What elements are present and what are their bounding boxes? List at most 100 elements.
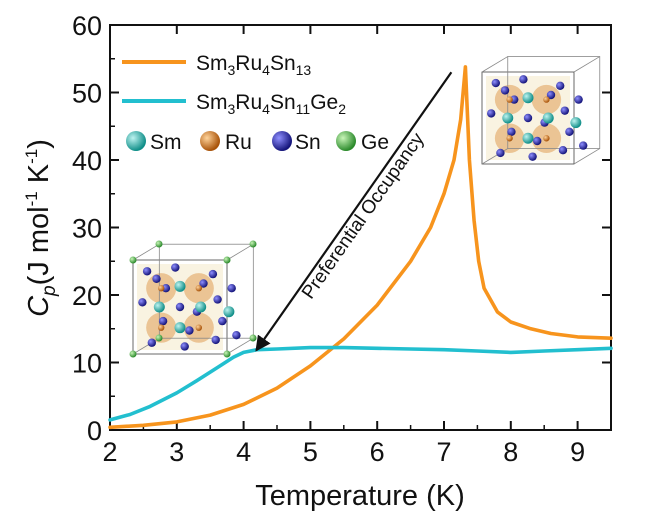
- sn-atom: [147, 338, 156, 347]
- y-tick-label: 30: [72, 214, 102, 244]
- axis-ticks: 2 3 4 5 6 7 8 9 0 10 20 30 40 50 60: [72, 11, 611, 467]
- ge-atom: [249, 240, 257, 248]
- sn-atom: [496, 148, 505, 158]
- legend-element: Sm: [196, 91, 228, 114]
- ru-atom: [195, 285, 202, 292]
- sm-atom: [570, 117, 582, 129]
- cell-edge-back: [158, 243, 254, 339]
- legend-atom-sm-icon: [126, 131, 146, 151]
- sn-atom: [175, 302, 185, 312]
- y-tick-label: 40: [72, 146, 102, 176]
- y-tick-label: 10: [72, 349, 102, 379]
- legend-atom-sm-label: Sm: [150, 131, 182, 154]
- cell-edge-depth: [132, 243, 160, 261]
- legend-atom-ge-label: Ge: [361, 131, 389, 154]
- ru-atom: [506, 96, 513, 103]
- sn-atom: [213, 295, 222, 304]
- legend-element: Ge: [310, 91, 338, 114]
- y-tick-label: 60: [72, 11, 102, 41]
- sn-atom: [533, 136, 542, 146]
- y-axis-unit: ): [23, 139, 55, 149]
- sm-atom: [174, 280, 186, 292]
- ge-atom: [249, 334, 257, 342]
- x-axis-title: Temperature (K): [255, 480, 465, 512]
- sn-atom: [158, 316, 168, 326]
- ru-atom: [195, 324, 202, 331]
- ru-atom: [158, 324, 165, 331]
- sn-atom: [199, 279, 208, 288]
- y-axis-sup: -1: [22, 149, 41, 164]
- sn-atom: [491, 78, 500, 88]
- legend-label-series-2: Sm3Ru4Sn11Ge2: [196, 91, 346, 117]
- crystal-structure-sm3ru4sn13: [481, 56, 601, 165]
- sn-atom: [138, 298, 147, 307]
- sn-atom: [546, 90, 556, 100]
- legend-element: Ru: [235, 91, 262, 114]
- x-tick-label: 9: [570, 437, 585, 467]
- sn-atom: [507, 127, 516, 136]
- y-axis-subscript: p: [39, 285, 60, 297]
- ge-atom: [129, 256, 137, 264]
- preferential-occupancy-arrow: [255, 71, 453, 352]
- x-tick-label: 5: [303, 437, 318, 467]
- ge-atom: [155, 334, 163, 342]
- legend-subscript: 13: [296, 62, 312, 78]
- legend-subscript: 11: [296, 101, 311, 117]
- legend-atom-sn-label: Sn: [295, 131, 321, 154]
- cell-edge-depth: [481, 56, 508, 73]
- sm-atom: [522, 92, 534, 104]
- legend-element: Sn: [270, 52, 296, 75]
- sn-atom: [510, 95, 519, 104]
- series-layer: [108, 65, 613, 430]
- ru-atom: [543, 135, 550, 142]
- legend-subscript: 4: [262, 101, 270, 117]
- sn-atom: [523, 113, 533, 123]
- sn-atom: [171, 263, 180, 272]
- legend-atom-ru-icon: [200, 131, 220, 151]
- legend-subscript: 3: [228, 62, 236, 78]
- y-tick-label: 20: [72, 281, 102, 311]
- sn-atom: [161, 284, 171, 293]
- sm-atom: [542, 112, 554, 124]
- legend-subscript: 4: [262, 62, 270, 78]
- sn-atom: [208, 269, 218, 279]
- cell-edge-depth: [226, 243, 254, 261]
- legend-atom-ge-icon: [336, 131, 356, 151]
- legend: Sm3Ru4Sn13 Sm3Ru4Sn11Ge2 Sm Ru Sn Ge: [122, 52, 389, 154]
- cell-edge-depth: [573, 148, 600, 165]
- sn-atom: [218, 316, 227, 326]
- legend-atom-sn-icon: [272, 131, 292, 151]
- ge-atom: [223, 350, 231, 358]
- series-line-1: [108, 65, 613, 430]
- legend-element: Sm: [196, 52, 228, 75]
- legend-element: Sn: [270, 91, 296, 114]
- sn-atom: [142, 267, 152, 276]
- sn-atom: [232, 331, 241, 340]
- x-tick-label: 2: [102, 437, 117, 467]
- legend-subscript: 3: [228, 101, 236, 117]
- ru-atom: [158, 285, 165, 292]
- sm-atom: [195, 301, 207, 313]
- x-tick-label: 8: [503, 437, 518, 467]
- sn-atom: [487, 109, 496, 118]
- cell-edge-depth: [573, 56, 600, 73]
- y-axis-title: Cp(J mol-1 K-1): [22, 139, 60, 317]
- legend-element: Ru: [235, 52, 262, 75]
- ru-atom: [543, 96, 550, 103]
- cell-edge-back: [507, 56, 601, 149]
- sn-atom: [185, 326, 194, 335]
- sm-atom: [223, 306, 235, 318]
- x-tick-label: 4: [236, 437, 251, 467]
- sn-atom: [560, 106, 569, 115]
- sm-atom: [522, 132, 534, 144]
- cell-edge-depth: [226, 337, 254, 355]
- legend-subscript: 2: [338, 101, 346, 117]
- y-axis-unit: K: [23, 163, 55, 191]
- sn-atom: [565, 127, 574, 136]
- x-tick-label: 3: [169, 437, 184, 467]
- sn-atom: [180, 342, 189, 351]
- series-line-2: [108, 345, 613, 422]
- ge-atom: [129, 350, 137, 358]
- sn-atom: [574, 95, 583, 104]
